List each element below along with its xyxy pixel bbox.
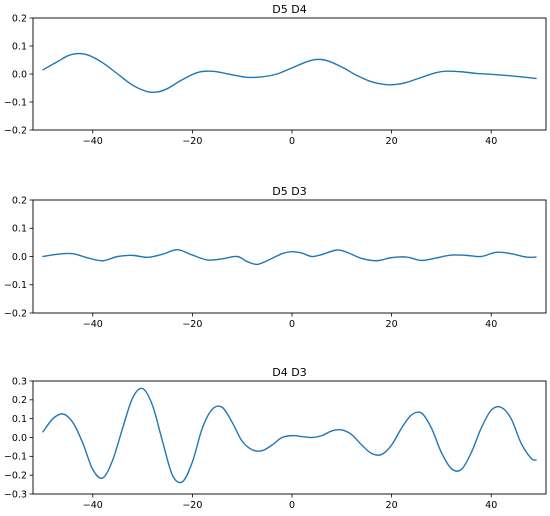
y-tick-label: −0.2 xyxy=(4,470,27,481)
x-tick-label: 20 xyxy=(386,136,398,147)
subplot-1: D5 D4 −0.2 −0.1 0.0 0.1 0.2 −40 −20 0 20 40 xyxy=(4,3,547,147)
axes-frame xyxy=(32,199,547,314)
series-line xyxy=(42,387,537,484)
x-tick-label: −20 xyxy=(182,500,202,511)
y-tick-label: 0.0 xyxy=(12,433,27,444)
y-tick-label: 0.2 xyxy=(12,195,27,206)
x-tick-label: 20 xyxy=(386,319,398,330)
y-tick-label: 0.1 xyxy=(12,41,27,52)
x-tick-label: −40 xyxy=(83,500,103,511)
y-tick-label: 0.0 xyxy=(12,252,27,263)
y-tick-label: 0.1 xyxy=(12,224,27,235)
x-tick-label: −20 xyxy=(182,319,202,330)
y-tick-label: −0.1 xyxy=(4,280,27,291)
x-tick-label: 0 xyxy=(289,136,295,147)
y-tick-label: 0.2 xyxy=(12,13,27,24)
x-tick-label: 40 xyxy=(485,319,497,330)
y-tick-label: −0.3 xyxy=(4,489,27,500)
x-tick-label: 40 xyxy=(485,500,497,511)
subplot-title: D5 D4 xyxy=(272,3,306,16)
y-tick-label: −0.2 xyxy=(4,308,27,319)
x-tick-label: 40 xyxy=(485,136,497,147)
y-tick-label: 0.0 xyxy=(12,69,27,80)
x-tick-label: 0 xyxy=(289,500,295,511)
axes-frame xyxy=(32,17,547,131)
y-tick-label: 0.2 xyxy=(12,395,27,406)
subplot-title: D5 D3 xyxy=(272,185,306,198)
axes-frame xyxy=(32,380,547,495)
x-tick-label: −20 xyxy=(182,136,202,147)
x-tick-label: −40 xyxy=(83,319,103,330)
subplot-3: D4 D3 −0.3 −0.2 −0.1 0.0 0.1 0.2 0.3 −40 −20 0 20 40 xyxy=(4,366,547,511)
subplot-title: D4 D3 xyxy=(272,366,306,379)
x-tick-label: 0 xyxy=(289,319,295,330)
y-tick-label: 0.1 xyxy=(12,414,27,425)
y-tick-label: −0.1 xyxy=(4,452,27,463)
series-line xyxy=(42,52,537,94)
y-tick-label: −0.1 xyxy=(4,97,27,108)
x-tick-label: 20 xyxy=(386,500,398,511)
y-tick-label: −0.2 xyxy=(4,125,27,136)
y-tick-label: 0.3 xyxy=(12,376,27,387)
subplot-2: D5 D3 −0.2 −0.1 0.0 0.1 0.2 −40 −20 0 20 40 xyxy=(4,185,547,330)
x-tick-label: −40 xyxy=(83,136,103,147)
series-line xyxy=(42,249,537,266)
